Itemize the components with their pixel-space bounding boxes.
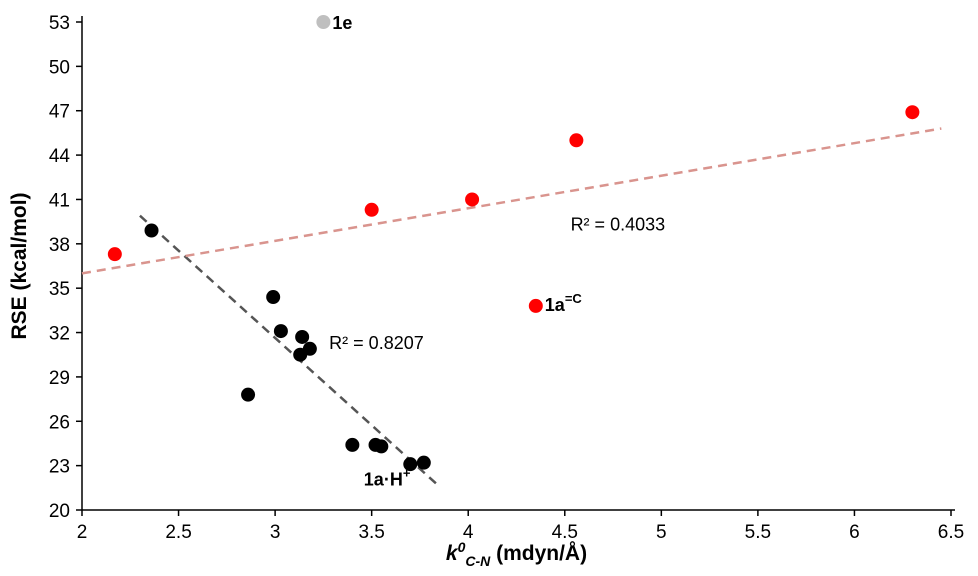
- point-label-base: 1e: [332, 13, 352, 33]
- data-point: [364, 202, 379, 217]
- r2-label-black-fit: R² = 0.8207: [329, 333, 424, 353]
- data-point: [403, 457, 418, 472]
- data-point: [266, 290, 281, 305]
- x-tick-label: 4: [463, 522, 474, 543]
- point-label-base: 1a: [545, 295, 566, 315]
- trendline-black-fit: [139, 214, 441, 488]
- x-axis-title-sup: 0: [458, 539, 466, 555]
- y-tick-label: 41: [49, 190, 70, 211]
- x-tick-label: 5.5: [745, 522, 771, 543]
- data-points: [107, 15, 920, 472]
- r2-label-red-fit: R² = 0.4033: [571, 215, 666, 235]
- data-point: [345, 437, 360, 452]
- point-label: 1e: [332, 13, 352, 33]
- y-tick-label: 20: [49, 501, 70, 522]
- y-axis-title: RSE (kcal/mol): [8, 192, 31, 339]
- data-point: [295, 329, 310, 344]
- point-label: 1a·H+: [364, 466, 411, 490]
- x-tick-label: 3: [270, 522, 281, 543]
- point-label-sup: +: [403, 466, 411, 481]
- x-tick-label: 5: [656, 522, 667, 543]
- y-tick-label: 35: [49, 279, 70, 300]
- data-point: [528, 298, 543, 313]
- x-tick-label: 2.5: [165, 522, 191, 543]
- point-label: 1a=C: [545, 291, 583, 315]
- axes: [81, 16, 955, 511]
- point-label-sup: =C: [565, 291, 583, 306]
- x-ticks: 2 2.5 3 3.5 4 4.5 5 5.5 6 6.5: [77, 510, 964, 543]
- x-tick-label: 6: [849, 522, 860, 543]
- y-tick-label: 50: [49, 57, 70, 78]
- point-labels: 1e 1a=C 1a·H+: [332, 13, 582, 490]
- x-tick-label: 2: [77, 522, 88, 543]
- data-point: [144, 223, 159, 238]
- y-tick-label: 29: [49, 368, 70, 389]
- data-point: [569, 133, 584, 148]
- point-label-base: 1a·H: [364, 470, 403, 490]
- y-tick-label: 47: [49, 102, 70, 123]
- y-tick-label: 44: [49, 146, 71, 167]
- data-point: [416, 455, 431, 470]
- trendline-red-fit: [81, 127, 942, 275]
- y-tick-label: 32: [49, 324, 70, 345]
- data-point: [465, 192, 480, 207]
- y-tick-label: 53: [49, 13, 70, 34]
- data-point: [316, 15, 331, 29]
- y-tick-label: 26: [49, 412, 70, 433]
- x-axis-title-symbol: k: [446, 542, 459, 565]
- data-point: [107, 247, 122, 262]
- x-tick-label: 4.5: [552, 522, 578, 543]
- y-tick-label: 38: [49, 235, 70, 256]
- data-point: [374, 439, 389, 454]
- x-tick-label: 6.5: [938, 522, 964, 543]
- x-axis-title-unit: (mdyn/Å): [490, 541, 587, 565]
- x-tick-label: 3.5: [358, 522, 384, 543]
- data-point: [302, 341, 317, 356]
- data-point: [241, 387, 256, 402]
- x-axis-title-sub: C-N: [465, 553, 491, 569]
- x-axis-title: k0C-N (mdyn/Å): [446, 539, 587, 569]
- data-point: [273, 324, 288, 339]
- y-tick-label: 23: [49, 457, 70, 478]
- data-point: [905, 105, 920, 120]
- y-ticks: 20 23 26 29 32 35 38 41 44 47 50 53: [49, 13, 82, 522]
- trendlines: [81, 127, 942, 488]
